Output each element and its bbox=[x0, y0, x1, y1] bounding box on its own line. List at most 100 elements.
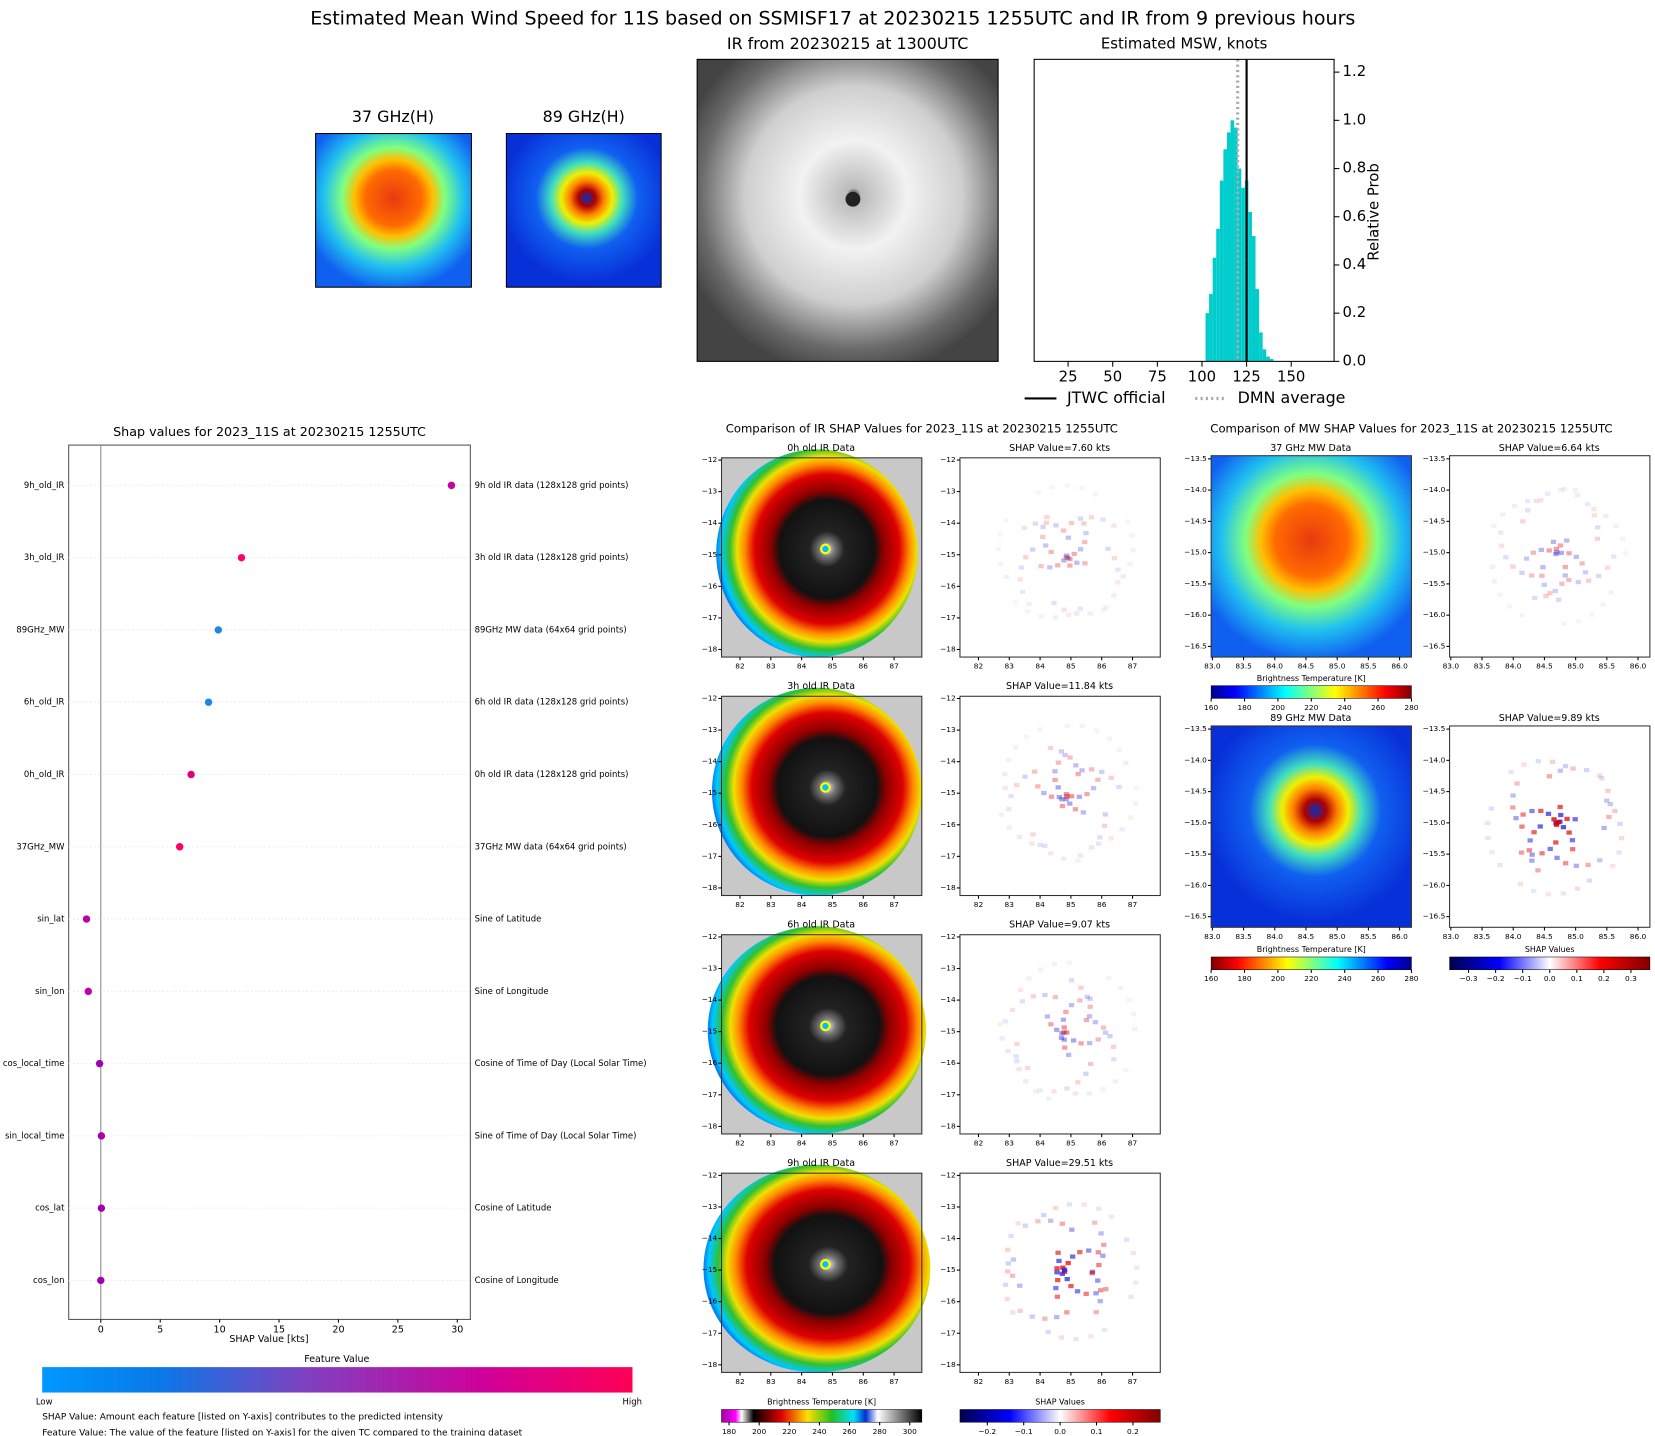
shap-pixel bbox=[1545, 811, 1552, 816]
panel-frame bbox=[959, 1172, 1161, 1373]
shap-pixel bbox=[1550, 539, 1557, 544]
shap-pixel bbox=[1601, 825, 1607, 831]
feature-description: 89GHz MW data (64x64 grid points) bbox=[475, 624, 627, 634]
x-tick-label: 86.0 bbox=[1630, 662, 1647, 671]
colorbar-tick-label: 0.0 bbox=[1544, 974, 1556, 983]
shap-pixel bbox=[1017, 577, 1023, 582]
x-tick-label: 83 bbox=[1005, 1139, 1015, 1148]
shap-pixel bbox=[1074, 1289, 1081, 1294]
bar bbox=[1248, 211, 1252, 362]
shap-pixel bbox=[1089, 1271, 1095, 1276]
shap-pixel bbox=[1052, 1205, 1059, 1211]
y-tick-label: −16 bbox=[940, 820, 956, 829]
x-tick-label: 84 bbox=[1035, 900, 1045, 909]
shap-pixel bbox=[1103, 1287, 1109, 1292]
shap-pixel bbox=[1547, 846, 1553, 852]
panel-title: SHAP Value=6.64 kts bbox=[1499, 443, 1600, 454]
x-tick-label: 84.0 bbox=[1267, 932, 1284, 941]
bar bbox=[1209, 293, 1213, 362]
shap-pixel bbox=[1004, 1296, 1010, 1302]
y-tick-label: 9h_old_IR bbox=[24, 480, 65, 490]
panel-frame bbox=[720, 934, 923, 1135]
bar bbox=[1223, 149, 1227, 362]
colorbar-tick-label: 160 bbox=[1204, 703, 1218, 712]
y-tick-label: −15.0 bbox=[1423, 548, 1446, 557]
feature-description: 9h old IR data (128x128 grid points) bbox=[475, 480, 629, 490]
shap-pixel bbox=[1551, 817, 1557, 822]
shap-pixel bbox=[1074, 611, 1080, 616]
shap-pixel bbox=[1049, 484, 1055, 490]
shap-pixel bbox=[1572, 817, 1578, 822]
shap-pixel bbox=[1092, 492, 1099, 497]
shap-pixel bbox=[1115, 567, 1121, 572]
feature-description: Cosine of Time of Day (Local Solar Time) bbox=[475, 1058, 647, 1068]
shap-pixel bbox=[1549, 759, 1556, 764]
bar bbox=[1255, 289, 1260, 362]
colorbar bbox=[1449, 956, 1651, 970]
shap-pixel bbox=[1081, 1202, 1087, 1207]
shap-pixel bbox=[1530, 550, 1537, 555]
colorbar-label: Feature Value bbox=[304, 1354, 369, 1365]
feature-description: 0h old IR data (128x128 grid points) bbox=[475, 769, 629, 779]
shap-pixel bbox=[1064, 483, 1070, 488]
y-tick-label: −14 bbox=[940, 518, 956, 527]
feature-description: 3h old IR data (128x128 grid points) bbox=[475, 552, 629, 562]
plot-frame bbox=[68, 444, 471, 1320]
x-tick-label: 86 bbox=[859, 662, 869, 671]
colorbar-label: Brightness Temperature [K] bbox=[1257, 674, 1366, 683]
mw37-image bbox=[315, 133, 472, 288]
colorbar-tick-label: 280 bbox=[873, 1427, 887, 1436]
colorbar-tick-label: 220 bbox=[782, 1427, 796, 1436]
y-tick-label: −12 bbox=[702, 1170, 718, 1179]
shap-pixel bbox=[1066, 960, 1073, 965]
shap-pixel bbox=[1008, 794, 1014, 799]
shap-pixel bbox=[995, 547, 1001, 552]
shap-pixel bbox=[1068, 1283, 1074, 1289]
shap-pixel bbox=[1062, 752, 1068, 758]
y-tick-label: −15 bbox=[702, 1265, 718, 1274]
feature-description: Sine of Latitude bbox=[475, 914, 542, 924]
shap-pixel bbox=[1059, 1221, 1065, 1226]
shap-pixel bbox=[1052, 777, 1058, 783]
shap-pixel bbox=[1058, 1035, 1065, 1040]
y-tick-label: cos_lat bbox=[35, 1203, 65, 1213]
x-tick-label: 83 bbox=[766, 1139, 776, 1148]
shap-pixel bbox=[1095, 1037, 1101, 1042]
bar bbox=[1269, 358, 1274, 362]
shap-pixel bbox=[1525, 508, 1531, 513]
shap-pixel bbox=[1547, 591, 1553, 596]
x-tick-label: 100 bbox=[1188, 368, 1216, 385]
shap-pixel bbox=[1069, 1227, 1075, 1232]
shap-pixel bbox=[1133, 786, 1140, 791]
shap-pixel bbox=[1064, 1310, 1070, 1315]
bar bbox=[1237, 168, 1242, 362]
shap-pixel bbox=[1005, 1247, 1011, 1252]
shap-pixel bbox=[1100, 517, 1106, 522]
y-tick-label: −13.5 bbox=[1184, 724, 1207, 733]
dot bbox=[237, 553, 246, 562]
shap-pixel bbox=[1071, 551, 1077, 557]
shap-pixel bbox=[1051, 961, 1058, 967]
shap-pixel bbox=[1055, 760, 1062, 765]
shap-pixel bbox=[1562, 763, 1569, 769]
bar bbox=[1259, 332, 1263, 362]
shap-pixel bbox=[1064, 794, 1070, 799]
y-tick-label: 3h_old_IR bbox=[24, 552, 65, 562]
shap-pixel bbox=[1582, 570, 1589, 575]
shap-image bbox=[1449, 455, 1650, 658]
shap-pixel bbox=[1485, 835, 1491, 840]
shap-pixel bbox=[1623, 551, 1629, 556]
shap-pixel bbox=[1586, 878, 1593, 883]
y-tick-label: −15.5 bbox=[1184, 579, 1207, 588]
y-axis-label: Relative Prob bbox=[1365, 163, 1382, 260]
colorbar-tick-label: 260 bbox=[842, 1427, 856, 1436]
colorbar-tick-label: 240 bbox=[812, 1427, 826, 1436]
x-tick-label: 84.0 bbox=[1505, 662, 1522, 671]
colorbar-high: High bbox=[623, 1397, 642, 1407]
x-tick-label: 82 bbox=[735, 1139, 744, 1148]
shap-pixel bbox=[1510, 793, 1516, 798]
shap-pixel bbox=[1090, 786, 1097, 791]
x-tick-label: 85.5 bbox=[1360, 662, 1377, 671]
shap-pixel bbox=[1124, 519, 1131, 524]
